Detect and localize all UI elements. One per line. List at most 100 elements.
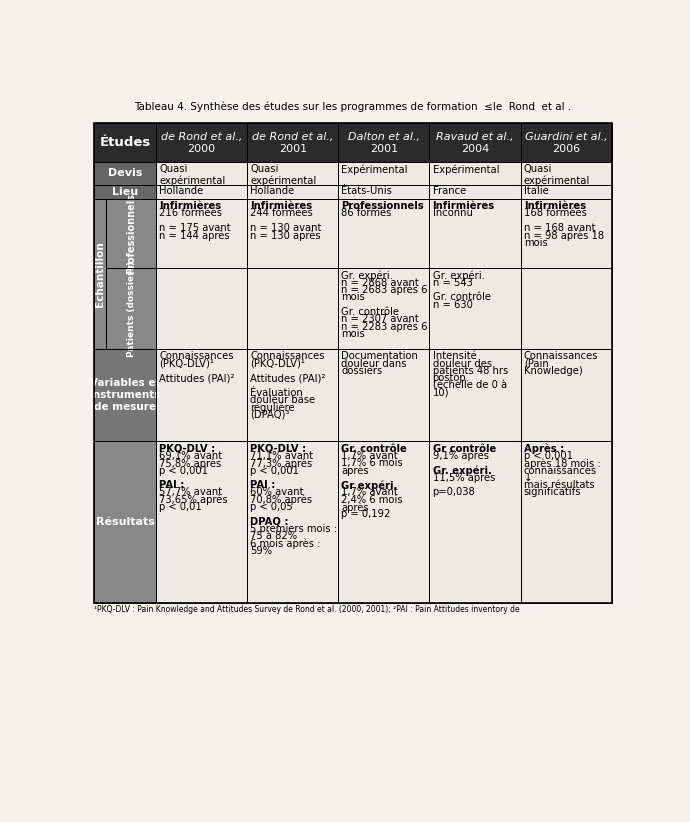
Bar <box>156 162 247 185</box>
Bar <box>94 123 156 162</box>
Text: 2004: 2004 <box>461 144 489 154</box>
Text: n = 543: n = 543 <box>433 278 473 288</box>
Text: régulière: régulière <box>250 403 295 413</box>
Bar <box>520 162 612 185</box>
Text: (PKQ-DLV)¹: (PKQ-DLV)¹ <box>250 358 305 368</box>
Text: Gr. expéri.: Gr. expéri. <box>433 465 491 476</box>
Text: Gr. expéri.: Gr. expéri. <box>433 270 484 281</box>
Bar <box>156 123 247 162</box>
Bar <box>338 268 429 349</box>
Text: Infirmières: Infirmières <box>524 201 586 211</box>
Bar <box>247 199 338 268</box>
Bar <box>338 349 429 441</box>
Text: Attitudes (PAI)²: Attitudes (PAI)² <box>159 373 235 383</box>
Text: de Rond et al.,: de Rond et al., <box>252 132 333 142</box>
Text: 70,8% après: 70,8% après <box>250 495 313 506</box>
Text: Quasi
expérimental: Quasi expérimental <box>159 164 226 187</box>
Text: Inconnu: Inconnu <box>433 208 473 219</box>
Bar <box>520 268 612 349</box>
Bar <box>94 441 156 603</box>
Text: Professionnels: Professionnels <box>126 193 136 274</box>
Text: douleur base: douleur base <box>250 395 315 405</box>
Bar <box>247 349 338 441</box>
Text: 2006: 2006 <box>552 144 580 154</box>
Text: après: après <box>342 502 369 513</box>
Text: p < 0,05: p < 0,05 <box>250 502 293 512</box>
Text: 2,4% 6 mois: 2,4% 6 mois <box>342 495 403 505</box>
Bar <box>520 199 612 268</box>
Text: Hollande: Hollande <box>250 187 295 196</box>
Bar <box>247 441 338 603</box>
Text: n = 130 avant: n = 130 avant <box>250 223 322 233</box>
Bar <box>156 441 247 603</box>
Text: 59%: 59% <box>250 546 273 556</box>
Text: Infirmières: Infirmières <box>159 201 221 211</box>
Text: 1,7% avant: 1,7% avant <box>342 487 398 497</box>
Text: douleur des: douleur des <box>433 358 492 368</box>
Bar <box>247 123 338 162</box>
Bar <box>429 162 520 185</box>
Bar <box>156 185 247 199</box>
Text: de Rond et al.,: de Rond et al., <box>161 132 242 142</box>
Bar <box>106 199 156 268</box>
Text: 2001: 2001 <box>279 144 307 154</box>
Bar <box>338 441 429 603</box>
Text: 10): 10) <box>433 388 449 398</box>
Text: postop.: postop. <box>433 373 469 383</box>
Text: 71,1% avant: 71,1% avant <box>250 451 313 461</box>
Text: n = 2283 après 6: n = 2283 après 6 <box>342 321 428 332</box>
Text: p < 0,001: p < 0,001 <box>159 465 208 476</box>
Text: 9,1% après: 9,1% après <box>433 451 489 461</box>
Text: (DPAQ)³: (DPAQ)³ <box>250 409 290 420</box>
Bar <box>94 123 612 603</box>
Text: 244 formées: 244 formées <box>250 208 313 219</box>
Bar <box>429 441 520 603</box>
Text: mois: mois <box>342 293 365 302</box>
Text: n = 2307 avant: n = 2307 avant <box>342 314 419 324</box>
Text: Quasi
expérimental: Quasi expérimental <box>250 164 317 187</box>
Text: 11,5% après: 11,5% après <box>433 473 495 483</box>
Text: Gr contrôle: Gr contrôle <box>433 444 496 454</box>
Text: Patients (dossiers): Patients (dossiers) <box>127 261 136 357</box>
Text: États-Unis: États-Unis <box>342 187 392 196</box>
Text: 2000: 2000 <box>188 144 216 154</box>
Text: ↓: ↓ <box>524 473 532 483</box>
Text: Connaissances: Connaissances <box>159 351 234 361</box>
Text: p=0,038: p=0,038 <box>433 487 475 497</box>
Text: Gr expéri.: Gr expéri. <box>342 480 397 491</box>
Text: 77,3% après: 77,3% après <box>250 458 313 469</box>
Text: n = 130 après: n = 130 après <box>250 230 321 241</box>
Text: Devis: Devis <box>108 169 142 178</box>
Text: (PKQ-DLV)¹: (PKQ-DLV)¹ <box>159 358 214 368</box>
Text: significatifs: significatifs <box>524 487 581 497</box>
Bar <box>156 199 247 268</box>
Text: 216 formées: 216 formées <box>159 208 222 219</box>
Bar <box>247 185 338 199</box>
Text: DPAQ :: DPAQ : <box>250 517 288 527</box>
Text: Gr. contrôle: Gr. contrôle <box>342 307 400 317</box>
Text: Gr. expéri.: Gr. expéri. <box>342 270 393 281</box>
Bar <box>520 349 612 441</box>
Text: après 18 mois :: après 18 mois : <box>524 458 600 469</box>
Bar <box>429 268 520 349</box>
Text: n = 2683 après 6: n = 2683 après 6 <box>342 285 428 295</box>
Bar <box>520 441 612 603</box>
Bar <box>338 162 429 185</box>
Bar <box>429 349 520 441</box>
Text: Échantillon: Échantillon <box>95 241 105 307</box>
Text: n = 144 après: n = 144 après <box>159 230 230 241</box>
Bar <box>106 268 156 349</box>
Text: PAI :: PAI : <box>159 480 184 490</box>
Bar <box>429 185 520 199</box>
Bar <box>94 349 156 441</box>
Bar <box>429 123 520 162</box>
Text: Professionnels: Professionnels <box>342 201 424 211</box>
Text: PKQ-DLV :: PKQ-DLV : <box>250 444 306 454</box>
Bar <box>156 349 247 441</box>
Text: connaissances: connaissances <box>524 465 597 476</box>
Text: p < 0,001: p < 0,001 <box>524 451 573 461</box>
Text: Italie: Italie <box>524 187 549 196</box>
Text: 69,1% avant: 69,1% avant <box>159 451 222 461</box>
Bar <box>520 123 612 162</box>
Text: 86 formés: 86 formés <box>342 208 392 219</box>
